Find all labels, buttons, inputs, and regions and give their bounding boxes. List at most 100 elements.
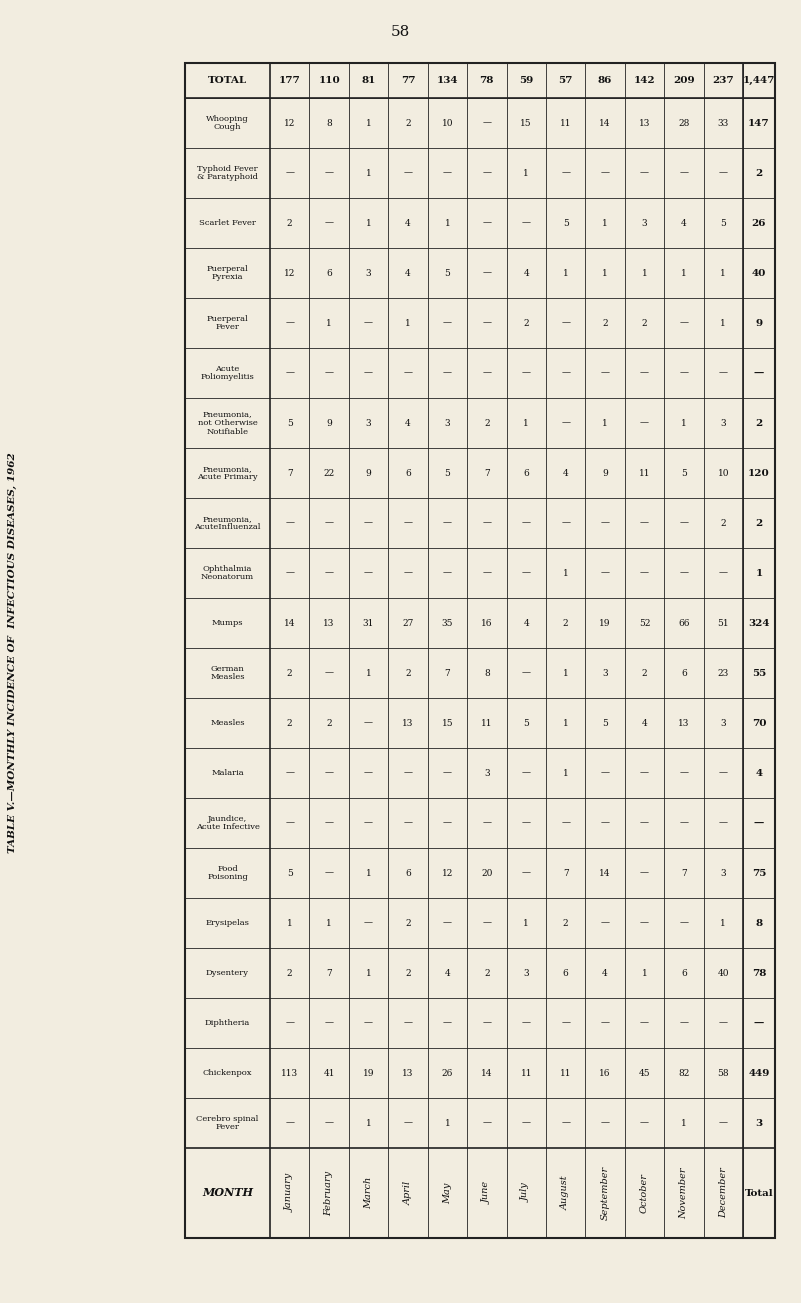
Text: —: — [521, 869, 531, 877]
Text: Erysipelas: Erysipelas [206, 919, 249, 926]
Text: MONTH: MONTH [202, 1187, 253, 1199]
Text: 14: 14 [599, 119, 611, 128]
Text: —: — [562, 818, 570, 827]
Text: TOTAL: TOTAL [208, 76, 248, 85]
Text: —: — [640, 1118, 649, 1127]
Text: 8: 8 [755, 919, 763, 928]
Text: 13: 13 [402, 718, 413, 727]
Text: 70: 70 [752, 718, 767, 727]
Text: 1: 1 [366, 219, 372, 228]
Text: October: October [640, 1173, 649, 1213]
Text: 1: 1 [366, 1118, 372, 1127]
Text: 2: 2 [287, 968, 292, 977]
Text: 1: 1 [445, 219, 450, 228]
Text: 27: 27 [402, 619, 413, 628]
Text: —: — [285, 519, 294, 528]
Text: 14: 14 [481, 1068, 493, 1078]
Text: 1: 1 [681, 418, 686, 427]
Text: 19: 19 [599, 619, 611, 628]
Text: 3: 3 [755, 1118, 763, 1127]
Text: 3: 3 [523, 968, 529, 977]
Text: —: — [679, 168, 688, 177]
Text: 5: 5 [445, 469, 450, 477]
Text: 7: 7 [681, 869, 686, 877]
Text: —: — [482, 219, 491, 228]
Text: 6: 6 [405, 469, 411, 477]
Text: 1: 1 [681, 1118, 686, 1127]
Text: —: — [679, 519, 688, 528]
Text: 12: 12 [284, 119, 296, 128]
Text: 9: 9 [366, 469, 372, 477]
Text: —: — [718, 568, 728, 577]
Text: —: — [754, 1019, 764, 1028]
Text: 2: 2 [642, 318, 647, 327]
Text: —: — [718, 168, 728, 177]
Text: 31: 31 [363, 619, 374, 628]
Text: Acute
Poliomyelitis: Acute Poliomyelitis [200, 365, 255, 382]
Text: 113: 113 [281, 1068, 298, 1078]
Text: 1: 1 [720, 919, 727, 928]
Text: —: — [364, 568, 373, 577]
Text: —: — [482, 1019, 491, 1028]
Text: —: — [521, 568, 531, 577]
Text: Pneumonia,
AcuteInfluenzal: Pneumonia, AcuteInfluenzal [195, 515, 261, 532]
Text: 2: 2 [755, 519, 763, 528]
Text: —: — [404, 818, 413, 827]
Text: 3: 3 [720, 418, 726, 427]
Text: 3: 3 [602, 668, 608, 678]
Text: Jaundice,
Acute Infective: Jaundice, Acute Infective [195, 814, 260, 831]
Text: 2: 2 [484, 968, 489, 977]
Text: —: — [640, 369, 649, 378]
Text: —: — [521, 668, 531, 678]
Text: —: — [364, 318, 373, 327]
Text: 23: 23 [718, 668, 729, 678]
Text: July: July [521, 1183, 531, 1203]
Text: September: September [601, 1166, 610, 1220]
Text: 110: 110 [318, 76, 340, 85]
Text: 5: 5 [720, 219, 727, 228]
Text: 1: 1 [602, 418, 608, 427]
Text: 147: 147 [748, 119, 770, 128]
Text: —: — [562, 1118, 570, 1127]
Text: —: — [404, 769, 413, 778]
Text: 41: 41 [324, 1068, 335, 1078]
Text: December: December [718, 1167, 728, 1218]
Text: 2: 2 [484, 418, 489, 427]
Text: 209: 209 [673, 76, 694, 85]
Text: 78: 78 [752, 968, 767, 977]
Text: 13: 13 [678, 718, 690, 727]
Text: —: — [404, 519, 413, 528]
Text: 1: 1 [405, 318, 411, 327]
Text: Scarlet Fever: Scarlet Fever [199, 219, 256, 227]
Text: —: — [404, 568, 413, 577]
Text: —: — [324, 1019, 334, 1028]
Text: —: — [482, 119, 491, 128]
Text: 22: 22 [324, 469, 335, 477]
Text: 78: 78 [480, 76, 494, 85]
Text: 449: 449 [748, 1068, 770, 1078]
Text: 9: 9 [326, 418, 332, 427]
Text: 4: 4 [523, 619, 529, 628]
Text: —: — [364, 369, 373, 378]
Text: 177: 177 [279, 76, 300, 85]
Text: Malaria: Malaria [211, 769, 244, 777]
Text: —: — [443, 568, 452, 577]
Text: 2: 2 [405, 919, 411, 928]
Text: 7: 7 [326, 968, 332, 977]
Text: —: — [601, 919, 610, 928]
Text: 2: 2 [405, 668, 411, 678]
Text: —: — [324, 369, 334, 378]
Text: —: — [562, 519, 570, 528]
Text: —: — [562, 318, 570, 327]
Text: —: — [679, 919, 688, 928]
Text: 2: 2 [405, 119, 411, 128]
Text: 12: 12 [284, 268, 296, 278]
Text: 1: 1 [720, 318, 727, 327]
Text: —: — [482, 268, 491, 278]
Text: —: — [640, 418, 649, 427]
Text: —: — [562, 1019, 570, 1028]
Text: 11: 11 [560, 119, 571, 128]
Text: 4: 4 [405, 418, 411, 427]
Text: 2: 2 [755, 168, 763, 177]
Text: 1: 1 [366, 869, 372, 877]
